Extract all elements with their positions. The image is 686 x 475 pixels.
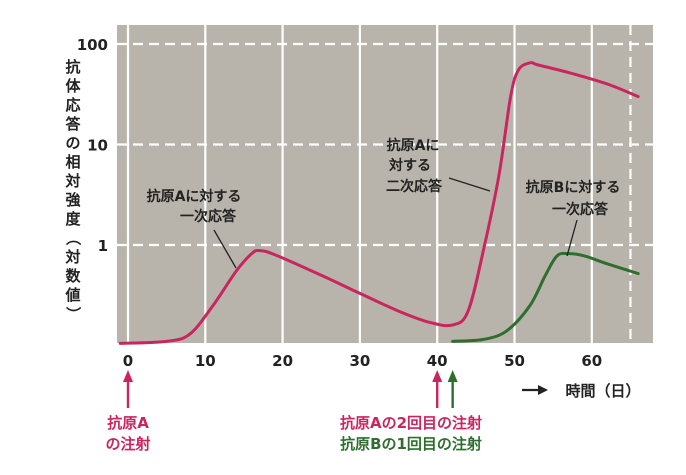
series-line-1 xyxy=(451,251,640,343)
time-arrowhead xyxy=(538,385,548,395)
series-line-0 xyxy=(118,61,640,345)
injection-arrowhead-1 xyxy=(432,370,443,382)
anno-a-secondary-line3: 二次応答 xyxy=(386,178,443,195)
anno-b-primary-leader xyxy=(566,219,578,257)
y-label-char-8: 度 xyxy=(65,210,81,228)
anno-a-secondary-line2: 対する xyxy=(388,157,431,174)
injection-arrowhead-0 xyxy=(123,370,133,382)
time-axis-label-text: 時間（日） xyxy=(565,382,640,400)
injection-0-line1: 抗原A xyxy=(107,414,149,432)
x-tick-50: 50 xyxy=(504,352,525,370)
x-tick-60: 60 xyxy=(581,352,602,370)
anno-a-secondary-leader xyxy=(448,177,491,192)
y-label-char-13: ） xyxy=(64,306,82,321)
y-label-char-4: の xyxy=(65,134,80,152)
injection-arrowhead-2 xyxy=(447,370,458,382)
y-label-char-6: 対 xyxy=(64,172,80,190)
x-tick-20: 20 xyxy=(272,352,293,370)
y-tick-labels: 1 10 100 xyxy=(77,36,108,255)
anno-b-primary-line1: 抗原Bに対する xyxy=(526,179,621,196)
y-label-char-9: （ xyxy=(64,230,82,245)
x-tick-10: 10 xyxy=(195,352,216,370)
anno-a-primary-leader xyxy=(213,229,237,269)
y-label-char-2: 応 xyxy=(65,96,80,114)
injection-1-label: 抗原Aの2回目の注射 xyxy=(340,414,482,432)
y-tick-10: 10 xyxy=(87,137,108,155)
grid xyxy=(117,25,653,343)
y-label-char-10: 対 xyxy=(64,248,80,266)
y-label-char-3: 答 xyxy=(65,115,81,133)
injection-2-label: 抗原Bの1回目の注射 xyxy=(340,435,482,453)
x-tick-30: 30 xyxy=(349,352,370,370)
anno-a-primary-line2: 一次応答 xyxy=(180,208,237,225)
y-tick-100: 100 xyxy=(77,36,108,54)
anno-b-primary-line2: 一次応答 xyxy=(552,201,609,218)
x-tick-labels: 0 10 20 30 40 50 60 xyxy=(123,352,602,370)
x-tick-0: 0 xyxy=(123,352,133,370)
time-axis-label: 時間（日） xyxy=(522,382,641,400)
y-label-char-0: 抗 xyxy=(65,58,80,76)
y-label-char-12: 値 xyxy=(64,286,80,304)
injection-0-line2: の注射 xyxy=(105,435,150,453)
y-label-char-11: 数 xyxy=(65,267,81,285)
anno-a-primary-line1: 抗原Aに対する xyxy=(147,188,242,205)
y-label-char-5: 相 xyxy=(65,153,80,171)
y-tick-1: 1 xyxy=(98,237,108,255)
y-label-char-7: 強 xyxy=(65,191,80,209)
y-label-char-1: 体 xyxy=(65,77,81,95)
anno-a-secondary-line1: 抗原Aに xyxy=(387,137,440,154)
x-tick-40: 40 xyxy=(427,352,448,370)
series-lines xyxy=(118,61,640,345)
